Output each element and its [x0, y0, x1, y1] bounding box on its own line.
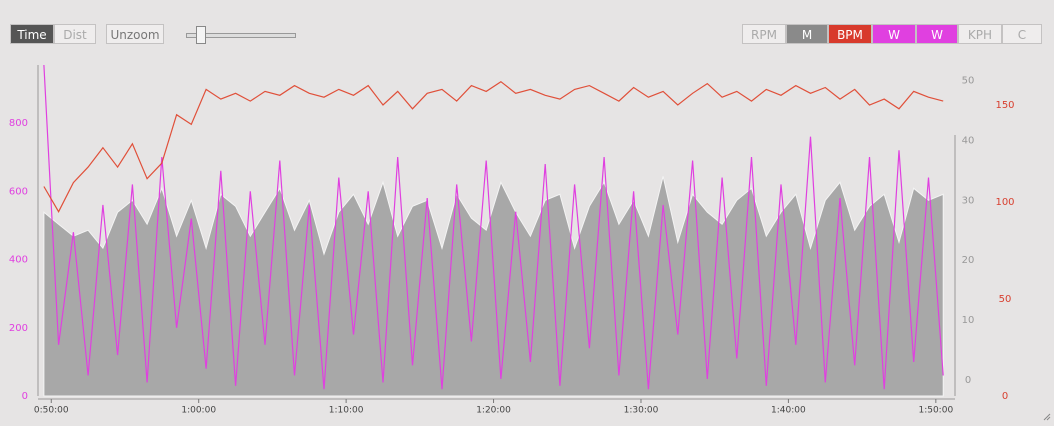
y-tick-label: 30: [962, 195, 975, 206]
x-tick-label: 1:20:00: [476, 406, 511, 416]
button[interactable]: W: [916, 24, 958, 44]
x-tick-label: 1:40:00: [771, 406, 806, 416]
y-tick-label: 0: [22, 391, 28, 402]
x-tick-label: 1:00:00: [181, 406, 216, 416]
button[interactable]: KPH: [958, 24, 1002, 44]
y-tick-label: 150: [995, 100, 1014, 111]
y-tick-label: 50: [962, 76, 975, 87]
x-tick-label: 1:10:00: [329, 406, 364, 416]
button[interactable]: Unzoom: [106, 24, 164, 44]
line: [43, 64, 944, 390]
x-tick-label: 0:50:00: [34, 406, 69, 416]
y-tick-label: 400: [9, 255, 28, 266]
y-tick-label: 10: [962, 315, 975, 326]
button[interactable]: RPM: [742, 24, 786, 44]
slider-thumb[interactable]: [196, 26, 206, 44]
y-tick-label: 50: [999, 294, 1012, 305]
y-tick-label: 0: [1002, 391, 1008, 402]
y-tick-label: 600: [9, 186, 28, 197]
resize-grip: [1043, 413, 1051, 421]
x-tick-label: 1:30:00: [624, 406, 659, 416]
line: [43, 80, 944, 213]
button[interactable]: BPM: [828, 24, 872, 44]
button[interactable]: C: [1002, 24, 1042, 44]
x-tick-label: 1:50:00: [918, 406, 953, 416]
y-tick-label: 0: [965, 375, 971, 386]
area: [43, 176, 944, 397]
button[interactable]: Dist: [54, 24, 96, 44]
button[interactable]: Time: [10, 24, 54, 44]
y-tick-label: 40: [962, 135, 975, 146]
button[interactable]: W: [872, 24, 916, 44]
y-tick-label: 200: [9, 323, 28, 334]
y-tick-label: 20: [962, 255, 975, 266]
y-tick-label: 800: [9, 118, 28, 129]
slider-track[interactable]: [186, 33, 296, 38]
button[interactable]: M: [786, 24, 828, 44]
y-tick-label: 100: [995, 197, 1014, 208]
